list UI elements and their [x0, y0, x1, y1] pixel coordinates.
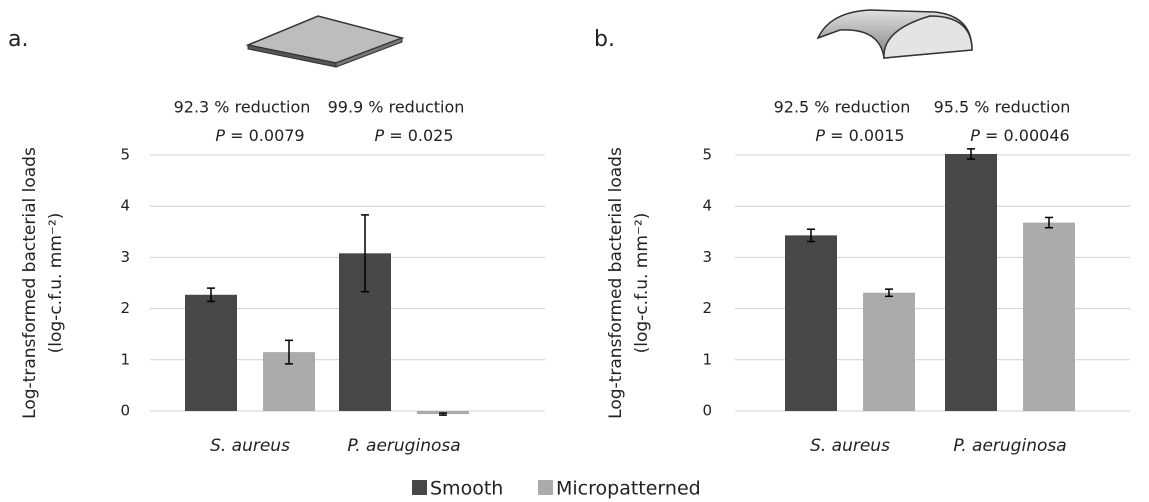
x-tick-label: P. aeruginosa — [347, 436, 460, 456]
y-tick-label: 0 — [120, 402, 130, 420]
p-value: = 0.0015 — [830, 126, 904, 145]
y-axis-label: (log-c.f.u. mm⁻²) — [46, 213, 66, 354]
x-tick-label: P. aeruginosa — [953, 436, 1066, 456]
annotation-p: P = 0.025 — [374, 126, 453, 145]
plate-icon — [248, 16, 402, 67]
bar — [185, 295, 237, 411]
p-value: = 0.0079 — [230, 126, 304, 145]
y-tick-label: 4 — [120, 197, 130, 215]
legend-label: Smooth — [430, 478, 503, 500]
p-symbol: P — [374, 126, 384, 145]
y-tick-label: 1 — [120, 350, 130, 368]
annotation: 92.3 % reduction — [174, 98, 311, 117]
y-tick-label: 5 — [702, 146, 712, 164]
y-axis-label: Log-transformed bacterial loads — [606, 147, 626, 419]
annotation-p: P = 0.00046 — [970, 126, 1069, 145]
y-tick-label: 3 — [702, 248, 712, 266]
p-symbol: P — [970, 126, 980, 145]
panel-label: a. — [8, 27, 28, 52]
y-tick-label: 4 — [702, 197, 712, 215]
bar — [1023, 223, 1075, 411]
bar — [863, 293, 915, 411]
figure: a. Log-transformed bacterial loads (log-c.… — [0, 0, 1149, 502]
p-value: = 0.025 — [389, 126, 453, 145]
y-axis-label: (log-c.f.u. mm⁻²) — [632, 213, 652, 354]
annotation: 99.9 % reduction — [328, 98, 465, 117]
bar — [785, 235, 837, 411]
error-bar — [439, 413, 447, 415]
legend-swatch — [412, 480, 427, 495]
p-symbol: P — [215, 126, 225, 145]
x-tick-label: S. aureus — [810, 436, 890, 456]
legend: Smooth Micropatterned — [412, 478, 701, 500]
y-tick-label: 2 — [702, 299, 712, 317]
p-value: = 0.00046 — [985, 126, 1070, 145]
legend-swatch — [538, 480, 553, 495]
p-symbol: P — [815, 126, 825, 145]
annotation-p: P = 0.0079 — [215, 126, 304, 145]
y-tick-label: 2 — [120, 299, 130, 317]
annotation: 92.5 % reduction — [774, 98, 911, 117]
annotation-p: P = 0.0015 — [815, 126, 904, 145]
half-cylinder-icon — [818, 10, 972, 58]
y-tick-label: 0 — [702, 402, 712, 420]
y-axis-label: Log-transformed bacterial loads — [20, 147, 40, 419]
x-tick-label: S. aureus — [210, 436, 290, 456]
panel-label: b. — [594, 27, 615, 52]
y-tick-label: 1 — [702, 350, 712, 368]
annotation: 95.5 % reduction — [934, 98, 1071, 117]
y-tick-label: 3 — [120, 248, 130, 266]
bar — [945, 154, 997, 411]
y-tick-label: 5 — [120, 146, 130, 164]
legend-label: Micropatterned — [556, 478, 701, 500]
